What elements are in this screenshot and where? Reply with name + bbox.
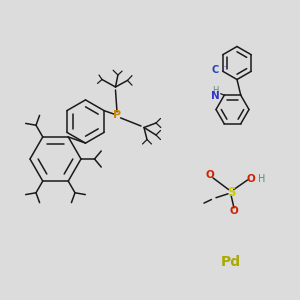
Text: H: H — [258, 173, 266, 184]
Text: O: O — [206, 170, 214, 181]
Text: Pd: Pd — [221, 256, 241, 269]
Text: O: O — [230, 206, 238, 217]
Text: P: P — [113, 110, 121, 121]
Text: S: S — [227, 185, 235, 199]
Text: O: O — [246, 173, 255, 184]
Text: C: C — [212, 65, 219, 75]
Text: ·⁻: ·⁻ — [221, 63, 228, 72]
Text: H: H — [212, 85, 218, 94]
Text: N: N — [211, 91, 220, 101]
